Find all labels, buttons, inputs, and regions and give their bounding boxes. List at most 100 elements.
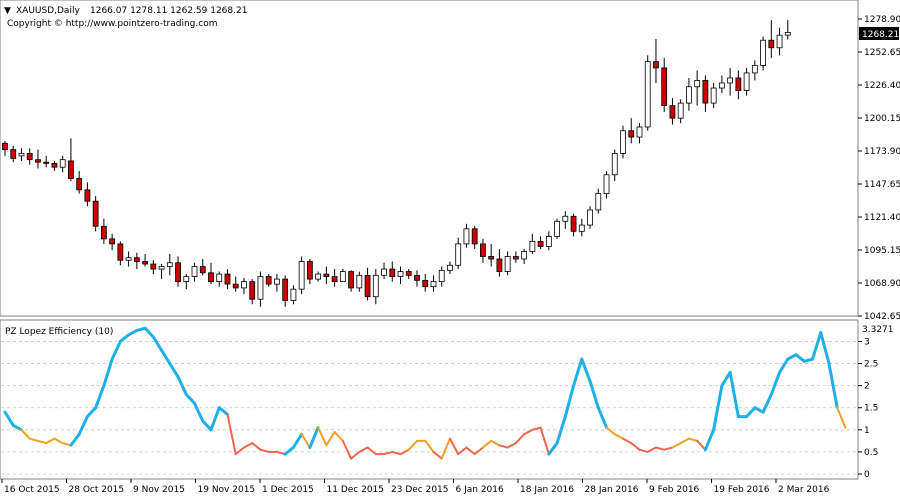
bull-candle-body xyxy=(290,288,297,301)
indicator-segment xyxy=(366,446,377,456)
indicator-segment xyxy=(539,426,550,456)
bull-candle-body xyxy=(339,271,346,283)
indicator-segment xyxy=(20,428,31,440)
indicator-segment xyxy=(761,392,773,414)
time-tick-label: 16 Oct 2015 xyxy=(4,485,60,495)
indicator-segment xyxy=(424,439,435,453)
indicator-segment xyxy=(498,444,509,449)
candle xyxy=(282,275,289,307)
bull-candle-body xyxy=(620,130,626,154)
candle xyxy=(133,252,140,270)
indicator-segment xyxy=(300,433,311,449)
time-tick-label: 18 Jan 2016 xyxy=(520,485,574,495)
indicator-tick-label: 3 xyxy=(864,337,870,347)
indicator-segment xyxy=(28,437,39,442)
bull-candle-body xyxy=(595,193,602,211)
candle xyxy=(455,237,462,270)
bear-candle-body xyxy=(480,243,486,257)
bear-candle-body xyxy=(331,276,338,283)
current-price-marker xyxy=(859,27,899,40)
candle xyxy=(356,271,363,292)
bull-candle-body xyxy=(644,61,651,128)
bull-candle-body xyxy=(521,251,528,260)
bear-candle-body xyxy=(175,262,181,283)
indicator-segment xyxy=(291,432,304,449)
symbol-dropdown-icon[interactable]: ▼ xyxy=(4,6,11,16)
bull-candle-body xyxy=(562,215,569,222)
indicator-segment xyxy=(588,379,600,410)
candle xyxy=(414,270,420,287)
candle xyxy=(224,269,231,290)
indicator-segment xyxy=(457,446,468,456)
candle xyxy=(735,70,742,100)
bear-candle-body xyxy=(364,274,371,298)
candle xyxy=(249,279,256,305)
candle xyxy=(644,55,651,131)
indicator-segment xyxy=(613,433,624,440)
bear-candle-body xyxy=(768,39,775,49)
candle xyxy=(18,148,25,161)
bear-candle-body xyxy=(702,80,709,104)
candle xyxy=(2,140,8,156)
indicator-segment xyxy=(77,415,89,436)
candles xyxy=(2,19,791,307)
indicator-segment xyxy=(325,431,336,447)
candle xyxy=(578,218,585,237)
candle xyxy=(422,274,429,292)
candle xyxy=(364,267,371,301)
indicator-segment xyxy=(506,442,517,449)
candle xyxy=(175,256,181,287)
candle xyxy=(488,243,495,267)
bull-candle-body xyxy=(677,102,684,119)
bull-candle-body xyxy=(381,268,387,276)
candle xyxy=(199,258,206,276)
candle xyxy=(397,266,404,285)
candle xyxy=(677,99,684,124)
indicator-tick-label: 0.5 xyxy=(864,448,878,458)
bear-candle-body xyxy=(669,105,676,119)
time-tick-label: 9 Nov 2015 xyxy=(133,485,185,495)
time-axis: 16 Oct 2015 28 Oct 2015 9 Nov 2015 19 Nov 2… xyxy=(1,479,830,495)
indicator-segment xyxy=(391,450,402,456)
indicator-segment xyxy=(663,446,674,451)
bull-candle-body xyxy=(372,274,379,298)
bear-candle-body xyxy=(2,142,8,151)
candle xyxy=(611,149,618,182)
bull-candle-body xyxy=(463,228,470,245)
candle xyxy=(480,238,486,263)
indicator-segment xyxy=(53,437,64,445)
candle xyxy=(669,98,676,125)
bull-candle-body xyxy=(529,240,536,252)
bull-candle-body xyxy=(183,276,190,283)
bull-candle-body xyxy=(718,82,725,89)
indicator-segment xyxy=(69,432,81,447)
indicator-segment xyxy=(514,433,526,445)
bear-candle-body xyxy=(208,272,214,283)
candle xyxy=(381,262,387,280)
candle xyxy=(694,70,701,106)
bear-candle-body xyxy=(51,163,58,168)
indicator-segment xyxy=(596,406,609,430)
indicator-segment xyxy=(193,401,205,423)
indicator-tick-label: 1 xyxy=(864,426,870,436)
candle xyxy=(768,20,775,58)
candle xyxy=(166,253,173,276)
indicator-segment xyxy=(176,375,188,396)
bull-candle-body xyxy=(784,32,791,36)
indicator-segment xyxy=(201,419,213,432)
indicator-segment xyxy=(679,437,690,445)
indicator-segment xyxy=(242,442,254,449)
bull-candle-body xyxy=(686,86,692,104)
bear-candle-body xyxy=(306,261,313,280)
indicator-segment xyxy=(836,406,847,429)
time-tick-label: 6 Jan 2016 xyxy=(456,485,504,495)
bull-candle-body xyxy=(554,220,560,237)
indicator-segment xyxy=(563,384,576,419)
candle xyxy=(216,271,223,287)
indicator-segment xyxy=(786,353,798,361)
bull-candle-body xyxy=(18,152,25,157)
indicator-segment xyxy=(819,331,831,366)
price-tick-label: 1252.65 xyxy=(864,48,900,58)
bull-candle-body xyxy=(257,276,264,300)
bull-candle-body xyxy=(447,264,453,271)
